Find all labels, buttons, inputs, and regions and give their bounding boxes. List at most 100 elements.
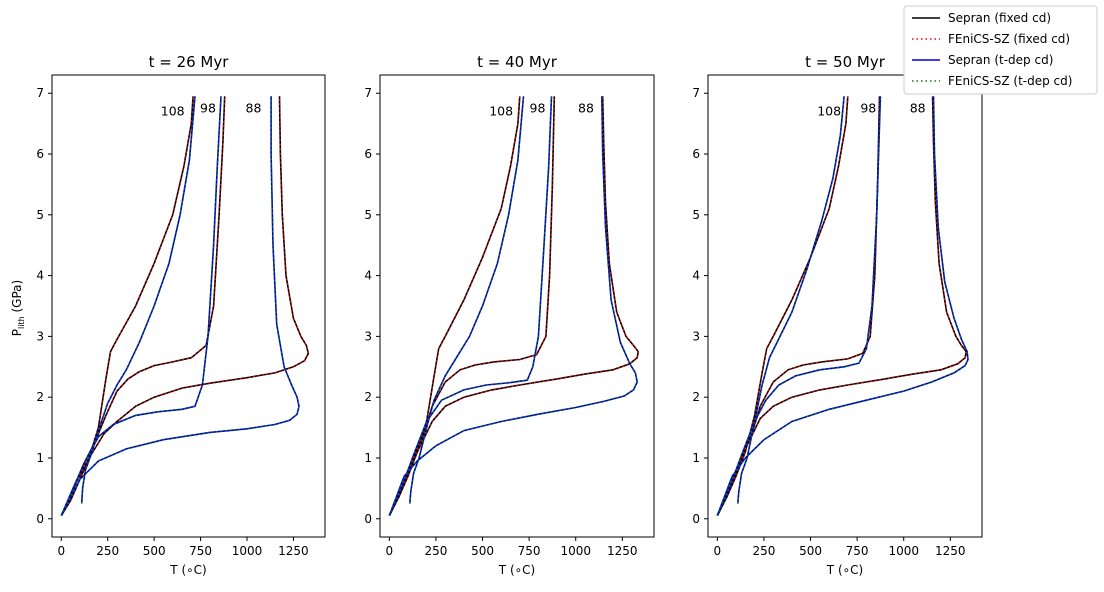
y-tick-label: 4	[364, 269, 372, 283]
series-sepran-fixed-line-1	[716, 96, 849, 517]
x-tick-label: 1000	[232, 544, 263, 558]
y-tick-label: 2	[364, 390, 372, 404]
curves	[388, 96, 640, 517]
series-sepran-tdep-line-1	[409, 96, 525, 504]
y-tick-label: 7	[692, 86, 700, 100]
curves	[716, 96, 969, 517]
x-tick-label: 0	[57, 544, 65, 558]
x-tick-label: 250	[752, 544, 775, 558]
x-axis-label: T (∘C)	[826, 563, 863, 577]
y-tick-label: 0	[692, 512, 700, 526]
series-sepran-tdep-line-3	[716, 96, 969, 516]
series-fenics-fixed-line-3	[716, 96, 967, 516]
x-tick-label: 500	[799, 544, 822, 558]
curve-label: 108	[489, 103, 513, 118]
x-tick-label: 250	[424, 544, 447, 558]
series-fenics-tdep-line-2	[716, 96, 882, 516]
series-sepran-fixed-line-3	[60, 96, 310, 517]
series-sepran-tdep-line-1	[737, 96, 845, 504]
y-tick-label: 6	[36, 147, 44, 161]
series-sepran-fixed-line-2	[60, 96, 226, 517]
panel-3: t = 50 Myr 0 250 500 750 1000 1250 0 1 2 3 4 5 6 7 T (∘…	[692, 53, 983, 577]
series-fenics-tdep-line-1	[81, 96, 196, 504]
x-tick-label: 500	[471, 544, 494, 558]
curve-label: 98	[200, 100, 216, 115]
panel-1: t = 26 Myr 0 250 500 750 1000 1250 0 1 2 3 4 5 6 7 T (∘…	[36, 53, 326, 577]
y-tick-label: 4	[692, 269, 700, 283]
panel-title: t = 26 Myr	[149, 53, 230, 71]
y-tick-label: 6	[364, 147, 372, 161]
y-tick-label: 4	[36, 269, 44, 283]
y-tick-label: 7	[364, 86, 372, 100]
curve-label: 98	[860, 100, 876, 115]
curve-label: 88	[578, 100, 594, 115]
curve-label: 88	[910, 100, 926, 115]
curve-label: 108	[817, 103, 841, 118]
series-fenics-tdep-line-3	[60, 96, 300, 517]
x-tick-label: 1250	[607, 544, 638, 558]
series-fenics-tdep-line-3	[388, 96, 638, 516]
axes-frame	[379, 74, 655, 538]
series-sepran-tdep-line-2	[60, 96, 222, 517]
x-tick-label: 1000	[560, 544, 591, 558]
x-tick-label: 1000	[888, 544, 919, 558]
series-sepran-tdep-line-3	[388, 96, 639, 516]
panel-title: t = 40 Myr	[477, 53, 558, 71]
series-fenics-fixed-line-1	[716, 96, 849, 517]
legend-frame	[903, 5, 1098, 95]
axes-frame	[707, 74, 983, 538]
x-tick-label: 0	[713, 544, 721, 558]
series-fenics-fixed-line-1	[388, 96, 521, 517]
series-fenics-tdep-line-1	[737, 96, 845, 504]
x-tick-label: 0	[385, 544, 393, 558]
curve-label: 98	[530, 100, 546, 115]
y-tick-label: 5	[36, 208, 44, 222]
x-tick-label: 750	[846, 544, 869, 558]
panel-title: t = 50 Myr	[805, 53, 886, 71]
legend: Sepran (fixed cd) FEniCS-SZ (fixed cd) S…	[903, 5, 1098, 95]
x-tick-label: 750	[518, 544, 541, 558]
y-tick-label: 1	[692, 451, 700, 465]
x-tick-label: 1250	[278, 544, 309, 558]
x-axis-label: T (∘C)	[498, 563, 535, 577]
y-tick-label: 5	[364, 208, 372, 222]
x-tick-label: 500	[143, 544, 166, 558]
y-tick-label: 5	[692, 208, 700, 222]
series-fenics-tdep-line-2	[60, 96, 222, 516]
axes-frame	[51, 74, 326, 538]
legend-label-fenics-tdep: FEniCS-SZ (t-dep cd)	[948, 74, 1072, 88]
panel-2: t = 40 Myr 0 250 500 750 1000 1250 0 1 2 3 4 5 6 7 T (∘…	[364, 53, 655, 577]
series-sepran-fixed-line-3	[388, 96, 640, 517]
y-axis-label: Plith (GPa)	[10, 280, 26, 336]
y-tick-label: 6	[692, 147, 700, 161]
series-sepran-tdep-line-2	[388, 96, 553, 517]
curve-label: 108	[161, 103, 185, 118]
y-tick-label: 3	[36, 329, 44, 343]
series-sepran-fixed-line-3	[716, 96, 968, 517]
series-sepran-fixed-line-1	[388, 96, 521, 517]
y-tick-label: 0	[36, 512, 44, 526]
curve-label: 88	[246, 100, 262, 115]
series-fenics-fixed-line-2	[388, 96, 555, 516]
series-sepran-tdep-line-3	[60, 96, 300, 517]
x-axis-label: T (∘C)	[169, 563, 206, 577]
series-sepran-fixed-line-1	[60, 96, 194, 517]
series-fenics-tdep-line-2	[388, 96, 553, 516]
series-fenics-tdep-line-3	[716, 96, 969, 516]
x-tick-label: 250	[96, 544, 119, 558]
series-fenics-tdep-line-1	[409, 96, 525, 504]
y-tick-label: 2	[36, 390, 44, 404]
y-tick-label: 1	[36, 451, 44, 465]
legend-label-sepran-fixed: Sepran (fixed cd)	[948, 11, 1051, 25]
curves	[60, 96, 310, 517]
y-tick-label: 7	[36, 86, 44, 100]
y-tick-label: 2	[692, 390, 700, 404]
y-tick-label: 1	[364, 451, 372, 465]
y-tick-label: 3	[692, 329, 700, 343]
y-tick-label: 0	[364, 512, 372, 526]
x-tick-label: 1250	[935, 544, 966, 558]
legend-label-sepran-tdep: Sepran (t-dep cd)	[948, 53, 1053, 67]
legend-label-fenics-fixed: FEniCS-SZ (fixed cd)	[948, 32, 1070, 46]
